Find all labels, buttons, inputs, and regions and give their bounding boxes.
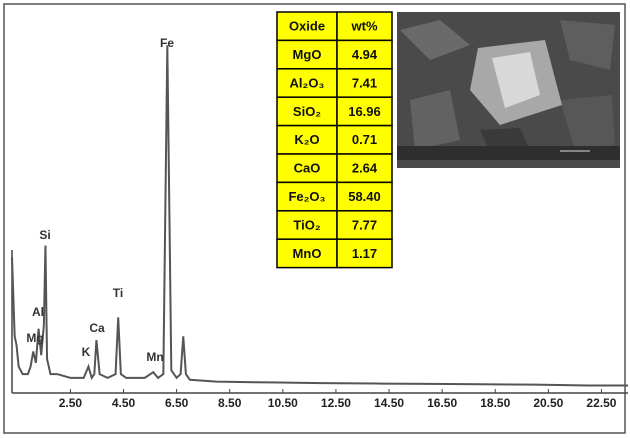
x-tick-label: 20.50 xyxy=(533,396,563,410)
table-value: 0.71 xyxy=(352,132,377,147)
x-tick-label: 6.50 xyxy=(165,396,189,410)
x-tick-label: 4.50 xyxy=(112,396,136,410)
x-tick-label: 8.50 xyxy=(218,396,242,410)
table-value: 7.41 xyxy=(352,75,377,90)
peak-label: Ca xyxy=(89,321,105,335)
table-value: 16.96 xyxy=(348,104,381,119)
x-tick-label: 2.50 xyxy=(59,396,83,410)
peak-label: Mn xyxy=(146,350,163,364)
table-value: Al₂O₃ xyxy=(290,75,325,90)
figure: Oxide wt% MgO 4.94 Al₂O₃ 7.41 SiO₂ 16.96 K₂O 0.71… xyxy=(0,0,630,438)
peak-label: Fe xyxy=(160,36,174,50)
table-value: TiO₂ xyxy=(293,217,320,232)
table-value: MgO xyxy=(293,47,322,62)
x-tick-label: 18.50 xyxy=(480,396,510,410)
table-value: 58.40 xyxy=(348,189,381,204)
oxide-table: Oxide wt% MgO 4.94 Al₂O₃ 7.41 SiO₂ 16.96 K₂O 0.71… xyxy=(277,12,392,268)
page: Oxide wt% MgO 4.94 Al₂O₃ 7.41 SiO₂ 16.96 K₂O 0.71… xyxy=(0,0,630,438)
table-value: SiO₂ xyxy=(293,104,321,119)
peak-label: Ti xyxy=(113,286,123,300)
sem-info-bar xyxy=(397,146,620,160)
table-header: Oxide xyxy=(289,19,325,34)
x-tick-label: 10.50 xyxy=(268,396,298,410)
peak-label: K xyxy=(82,345,91,359)
table-value: MnO xyxy=(293,246,322,261)
x-tick-label: 12.50 xyxy=(321,396,351,410)
sem-image xyxy=(397,12,620,168)
peak-label: Si xyxy=(39,228,50,242)
x-tick-label: 14.50 xyxy=(374,396,404,410)
table-value: 7.77 xyxy=(352,217,377,232)
table-value: K₂O xyxy=(294,132,319,147)
table-header: wt% xyxy=(351,19,378,34)
peak-label: Mg xyxy=(26,331,43,345)
table-value: 2.64 xyxy=(352,161,378,176)
table-value: CaO xyxy=(294,161,321,176)
table-value: Fe₂O₃ xyxy=(288,189,325,204)
table-value: 4.94 xyxy=(352,47,378,62)
x-tick-label: 22.50 xyxy=(586,396,616,410)
table-value: 1.17 xyxy=(352,246,377,261)
peak-label: Al xyxy=(32,305,44,319)
x-tick-label: 16.50 xyxy=(427,396,457,410)
